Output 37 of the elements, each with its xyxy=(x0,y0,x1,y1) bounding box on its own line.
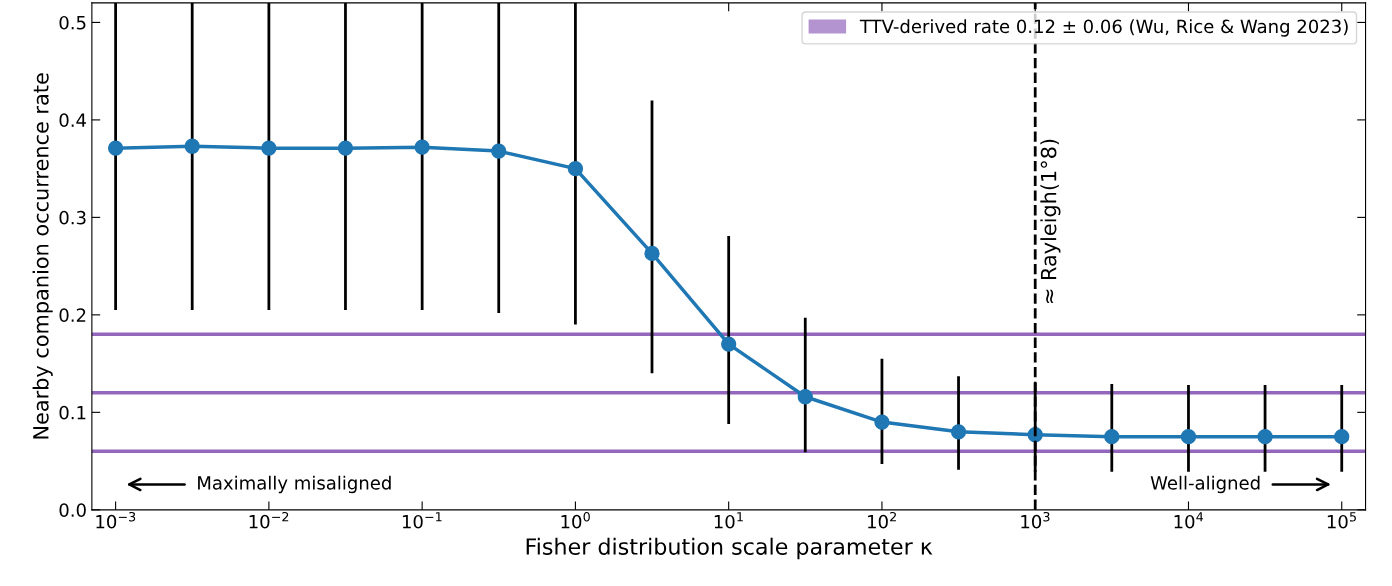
ref-line-label: ≈ Rayleigh(1°8) xyxy=(1040,139,1061,303)
y-tick-label: 0.3 xyxy=(59,210,86,225)
x-tick-label: 10$^{2}$ xyxy=(868,511,896,529)
x-tick-label: 10$^{−1}$ xyxy=(402,512,442,529)
legend-label: TTV-derived rate 0.12 ± 0.06 (Wu, Rice & Wang 2023) xyxy=(859,19,1348,37)
x-tick-label: 10$^{3}$ xyxy=(1021,511,1050,529)
annotation: Maximally misaligned xyxy=(198,475,391,494)
point xyxy=(874,414,890,430)
point xyxy=(414,139,430,155)
point xyxy=(1334,429,1350,445)
annotation: Well-aligned xyxy=(1150,475,1260,494)
point xyxy=(721,336,737,352)
point xyxy=(491,143,507,159)
point xyxy=(1104,429,1120,445)
y-tick-label: 0.0 xyxy=(59,503,86,517)
y-tick-label: 0.5 xyxy=(59,15,86,30)
point xyxy=(797,389,813,405)
y-tick-label: 0.1 xyxy=(59,405,86,420)
x-tick-label: 10$^{−2}$ xyxy=(249,511,289,529)
point xyxy=(184,138,200,154)
x-tick-label: 10$^{4}$ xyxy=(1174,512,1204,529)
y-tick-label: 0.4 xyxy=(59,113,86,128)
x-tick-label: 10$^{0}$ xyxy=(561,511,590,529)
point xyxy=(337,140,354,156)
x-tick-label: 10$^{5}$ xyxy=(1327,512,1356,529)
point xyxy=(1180,429,1197,445)
point xyxy=(644,245,660,262)
point xyxy=(107,140,124,156)
x-tick-label: 10$^{−3}$ xyxy=(96,511,136,529)
point xyxy=(261,140,277,156)
x-tick-label: 10$^{1}$ xyxy=(714,512,743,529)
point xyxy=(1257,429,1273,445)
y-axis-title: Nearby companion occurrence rate xyxy=(32,73,53,439)
point xyxy=(567,161,584,177)
point xyxy=(950,424,967,440)
x-axis-title: Fisher distribution scale parameter κ xyxy=(526,537,933,560)
y-tick-label: 0.2 xyxy=(59,308,86,322)
